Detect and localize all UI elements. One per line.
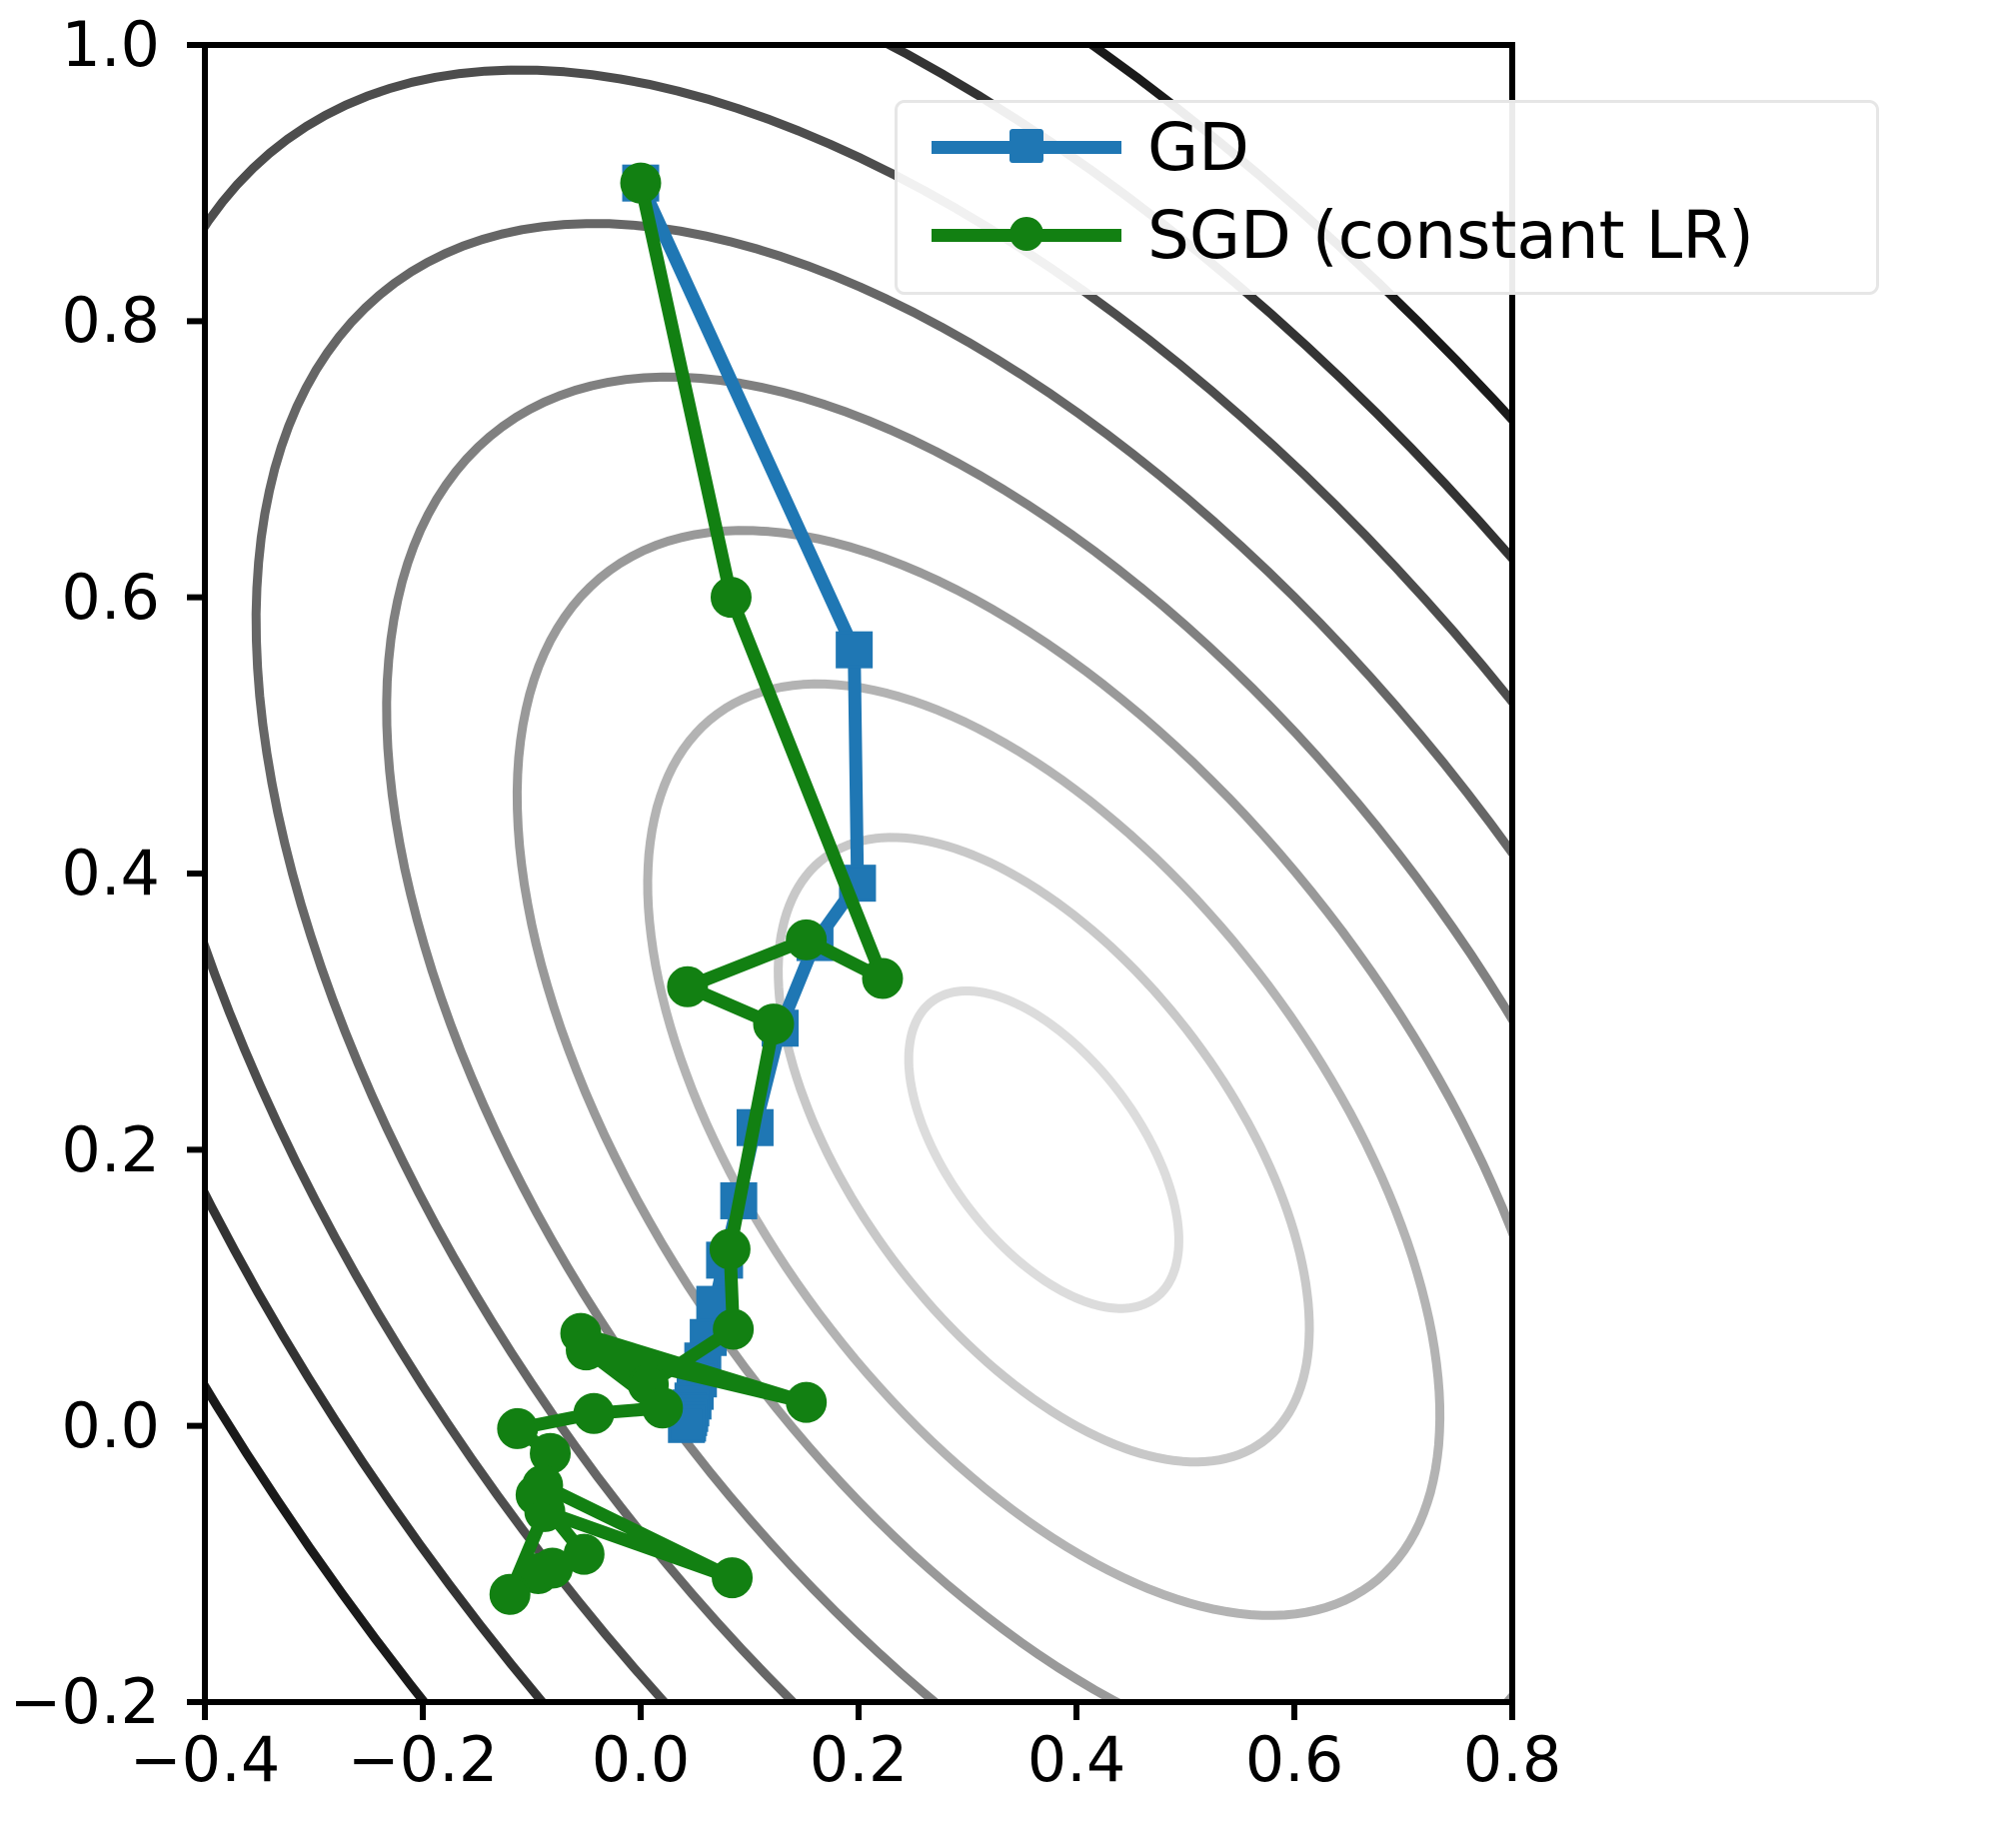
x-tick-label: −0.4 — [129, 1723, 281, 1796]
trajectories — [489, 162, 904, 1615]
legend-label-sgd: SGD (constant LR) — [1147, 196, 1754, 274]
legend[interactable]: GD SGD (constant LR) — [895, 100, 1879, 295]
x-tick-label: 0.4 — [1026, 1723, 1126, 1796]
y-tick-label: 0.2 — [61, 1113, 160, 1186]
square-marker-icon — [1009, 129, 1043, 163]
y-tick-label: −0.2 — [9, 1665, 160, 1738]
x-tick-label: −0.2 — [347, 1723, 499, 1796]
y-tick-label: 1.0 — [61, 8, 160, 81]
y-tick-label: 0.6 — [61, 561, 160, 634]
y-tick-label: 0.0 — [61, 1389, 160, 1462]
legend-item-gd[interactable]: GD — [898, 103, 1876, 191]
legend-swatch-sgd — [932, 215, 1121, 255]
y-tick-label: 0.4 — [61, 837, 160, 910]
x-tick-label: 0.6 — [1244, 1723, 1344, 1796]
legend-item-sgd[interactable]: SGD (constant LR) — [898, 191, 1876, 279]
series-sgd-constant-lr — [489, 162, 904, 1615]
x-tick-label: 0.8 — [1462, 1723, 1562, 1796]
axis-ticks — [187, 42, 1515, 1720]
circle-marker-icon — [1009, 217, 1043, 251]
legend-swatch-gd — [932, 127, 1121, 167]
legend-label-gd: GD — [1147, 108, 1249, 186]
y-tick-label: 0.8 — [61, 284, 160, 357]
x-tick-label: 0.0 — [591, 1723, 691, 1796]
x-tick-label: 0.2 — [809, 1723, 909, 1796]
